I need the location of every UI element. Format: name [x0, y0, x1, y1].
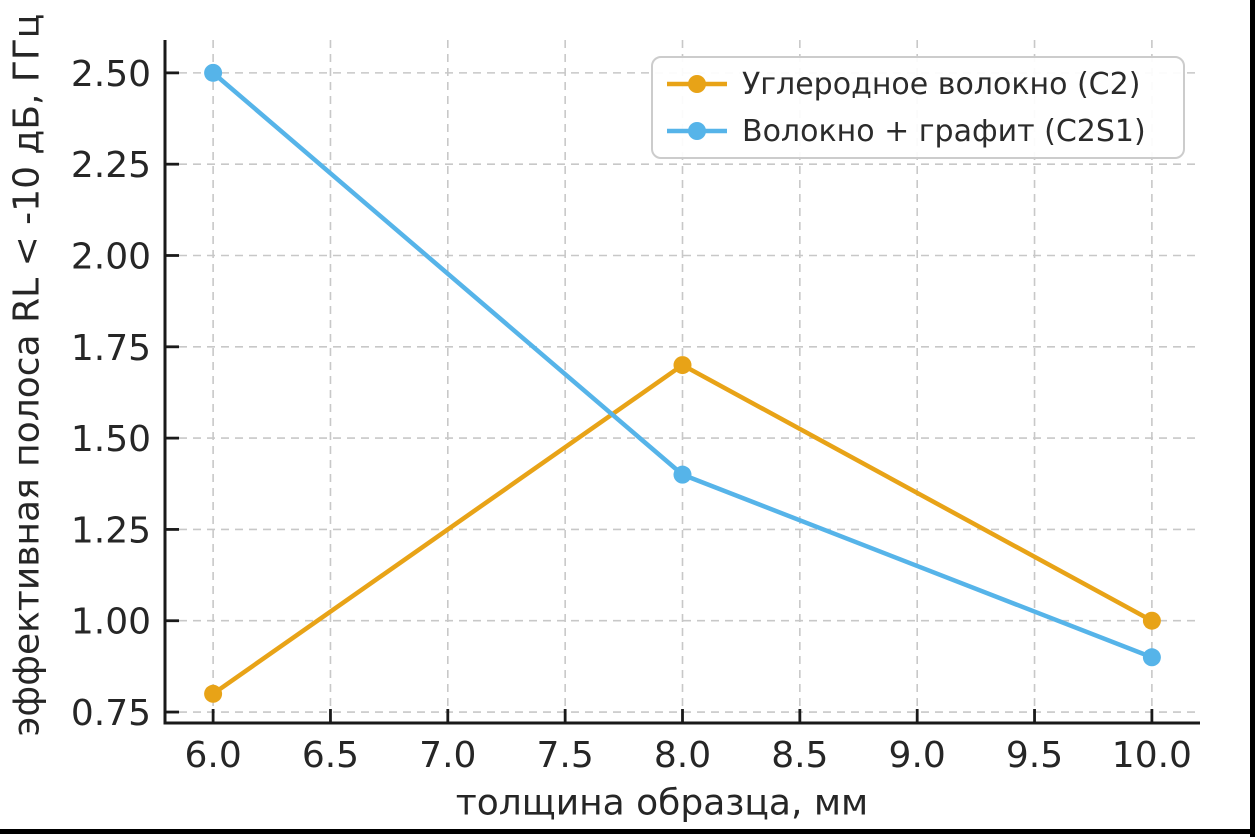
x-tick-label: 9.5 — [1006, 735, 1063, 776]
y-tick-label: 2.50 — [71, 54, 151, 95]
series-marker-1 — [204, 63, 223, 82]
x-axis-label: толщина образца, мм — [455, 782, 869, 824]
x-tick-label: 7.5 — [537, 735, 594, 776]
series-marker-0 — [1142, 611, 1161, 630]
x-tick-label: 6.5 — [302, 735, 359, 776]
legend-label: Волокно + графит (C2S1) — [742, 113, 1146, 149]
y-tick-label: 0.75 — [71, 693, 151, 734]
legend-item: Волокно + графит (C2S1) — [665, 108, 1183, 155]
legend-item: Углеродное волокно (C2) — [665, 61, 1183, 108]
series-marker-0 — [204, 684, 223, 703]
legend: Углеродное волокно (C2) Волокно + графит … — [651, 56, 1185, 159]
x-tick-label: 8.5 — [771, 735, 828, 776]
x-tick-label: 7.0 — [419, 735, 476, 776]
frame-bottom-border — [0, 829, 1255, 834]
x-tick-label: 10.0 — [1112, 735, 1192, 776]
series-marker-1 — [673, 465, 692, 484]
y-tick-label: 1.00 — [71, 602, 151, 643]
x-tick-label: 9.0 — [889, 735, 946, 776]
y-tick-label: 1.25 — [71, 510, 151, 551]
y-tick-label: 2.25 — [71, 145, 151, 186]
y-axis-label: эффективная полоса RL < -10 дБ, ГГц — [6, 13, 48, 737]
x-tick-label: 8.0 — [654, 735, 711, 776]
y-tick-label: 1.75 — [71, 328, 151, 369]
legend-line-marker-icon — [667, 122, 727, 140]
legend-line-marker-icon — [667, 75, 727, 93]
y-tick-label: 2.00 — [71, 236, 151, 277]
frame-right-border — [1250, 0, 1255, 837]
y-tick-label: 1.50 — [71, 419, 151, 460]
series-marker-0 — [673, 356, 692, 375]
series-marker-1 — [1142, 648, 1161, 667]
legend-label: Углеродное волокно (C2) — [742, 66, 1141, 102]
x-tick-label: 6.0 — [184, 735, 241, 776]
